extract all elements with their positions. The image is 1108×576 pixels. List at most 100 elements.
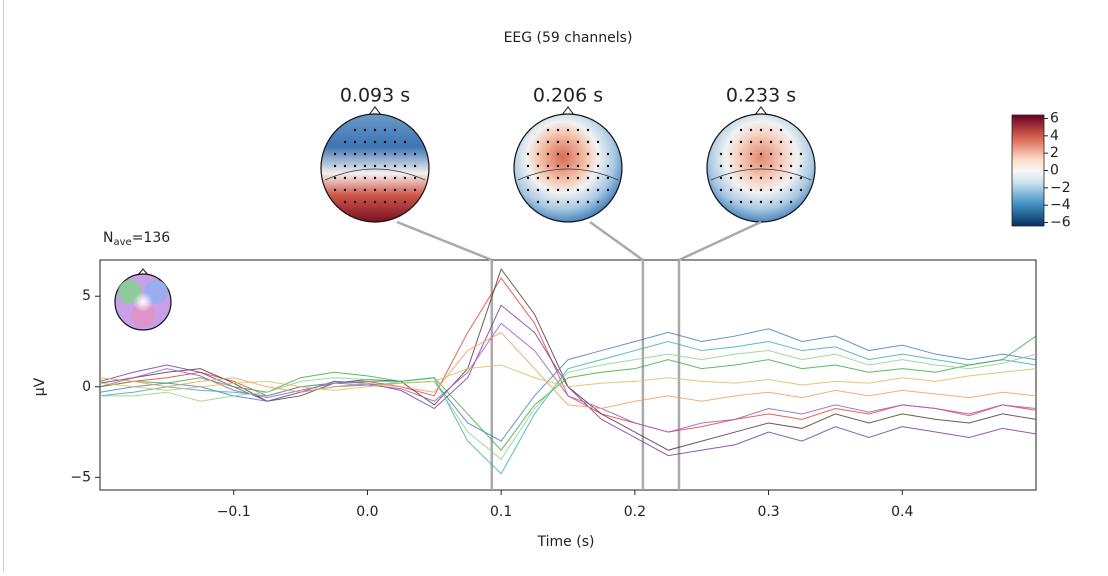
sensor-dot xyxy=(373,176,377,180)
sensor-dot xyxy=(789,188,793,192)
sensor-dot xyxy=(606,152,610,156)
sensor-dot xyxy=(789,200,793,204)
head-nose xyxy=(754,106,768,116)
sensor-dot xyxy=(586,152,590,156)
sensor-dot xyxy=(566,128,570,132)
sensor-dot xyxy=(759,200,763,204)
sensor-dot xyxy=(343,188,347,192)
sensor-dot xyxy=(739,152,743,156)
sensor-dot xyxy=(586,128,590,132)
y-tick-label: 5 xyxy=(82,288,91,304)
sensor-dot xyxy=(566,152,570,156)
sensor-dot xyxy=(353,188,357,192)
sensor-dot xyxy=(363,176,367,180)
sensor-dot xyxy=(353,164,357,168)
sensor-dot xyxy=(769,176,773,180)
sensor-dot xyxy=(536,176,540,180)
trace xyxy=(100,328,1036,442)
sensor-dot xyxy=(546,140,550,144)
sensor-dot xyxy=(556,152,560,156)
x-tick-label: 0.1 xyxy=(490,504,512,520)
topomap xyxy=(513,106,623,223)
sensor-dot xyxy=(719,152,723,156)
sensor-dot xyxy=(383,176,387,180)
sensor-dot xyxy=(353,200,357,204)
sensor-dot xyxy=(729,200,733,204)
sensor-dot xyxy=(556,128,560,132)
sensor-dot xyxy=(799,164,803,168)
sensor-dot xyxy=(749,188,753,192)
plot-frame xyxy=(99,259,1037,491)
sensor-dot xyxy=(363,200,367,204)
head-nose xyxy=(561,106,575,116)
sensor-dot xyxy=(729,152,733,156)
sensor-dot xyxy=(739,176,743,180)
sensor-dot xyxy=(596,152,600,156)
sensor-dot xyxy=(719,176,723,180)
sensor-dot xyxy=(566,164,570,168)
sensor-dot xyxy=(413,164,417,168)
sensor-dot xyxy=(373,152,377,156)
sensor-dot xyxy=(769,188,773,192)
sensor-dot xyxy=(779,164,783,168)
sensor-dot xyxy=(353,140,357,144)
sensor-dot xyxy=(403,176,407,180)
y-axis-label: µV xyxy=(32,377,48,396)
sensor-dot xyxy=(546,188,550,192)
sensor-dot xyxy=(779,200,783,204)
sensor-dot xyxy=(536,164,540,168)
sensor-dot xyxy=(353,176,357,180)
sensor-dot xyxy=(373,140,377,144)
sensor-dot xyxy=(566,140,570,144)
connector xyxy=(678,220,762,262)
sensor-dot xyxy=(383,200,387,204)
sensor-dot xyxy=(576,128,580,132)
sensor-dot xyxy=(526,164,530,168)
sensor-dot xyxy=(403,188,407,192)
nave-label: Nave=136 xyxy=(103,230,170,248)
chart-title: EEG (59 channels) xyxy=(504,30,633,46)
sensor-dot xyxy=(729,188,733,192)
sensor-dot xyxy=(749,176,753,180)
sensor-dot xyxy=(343,152,347,156)
sensor-dot xyxy=(596,164,600,168)
sensor-dot xyxy=(759,164,763,168)
topomap-time: 0.093 s xyxy=(340,85,410,107)
sensor-dot xyxy=(343,176,347,180)
sensor-dot xyxy=(556,200,560,204)
sensor-dot xyxy=(546,164,550,168)
sensor-dot xyxy=(556,188,560,192)
sensor-dot xyxy=(546,152,550,156)
sensor-dot xyxy=(769,164,773,168)
sensor-dot xyxy=(799,176,803,180)
colorbar xyxy=(1011,114,1045,227)
trace xyxy=(100,304,1036,457)
x-tick-label: −0.1 xyxy=(217,504,251,520)
sensor-dot xyxy=(749,152,753,156)
sensor-dot xyxy=(586,188,590,192)
sensor-dot xyxy=(759,140,763,144)
sensor-dot xyxy=(556,176,560,180)
sensor-dot xyxy=(749,128,753,132)
sensor-dot xyxy=(739,188,743,192)
sensor-dot xyxy=(586,200,590,204)
sensor-dot xyxy=(596,176,600,180)
sensor-dot xyxy=(536,188,540,192)
sensor-dot xyxy=(596,200,600,204)
topomap-time: 0.233 s xyxy=(726,85,796,107)
sensor-dot xyxy=(556,164,560,168)
sensor-dot xyxy=(596,188,600,192)
connector xyxy=(396,220,493,262)
sensor-dot xyxy=(393,152,397,156)
sensor-dot xyxy=(739,200,743,204)
sensor-dot xyxy=(363,164,367,168)
trace xyxy=(100,335,1036,451)
sensor-dot xyxy=(759,176,763,180)
sensor-dot xyxy=(383,152,387,156)
sensor-dot xyxy=(779,188,783,192)
sensor-dot xyxy=(749,164,753,168)
colorbar-tick-label: 0 xyxy=(1050,163,1059,179)
sensor-dot xyxy=(789,164,793,168)
